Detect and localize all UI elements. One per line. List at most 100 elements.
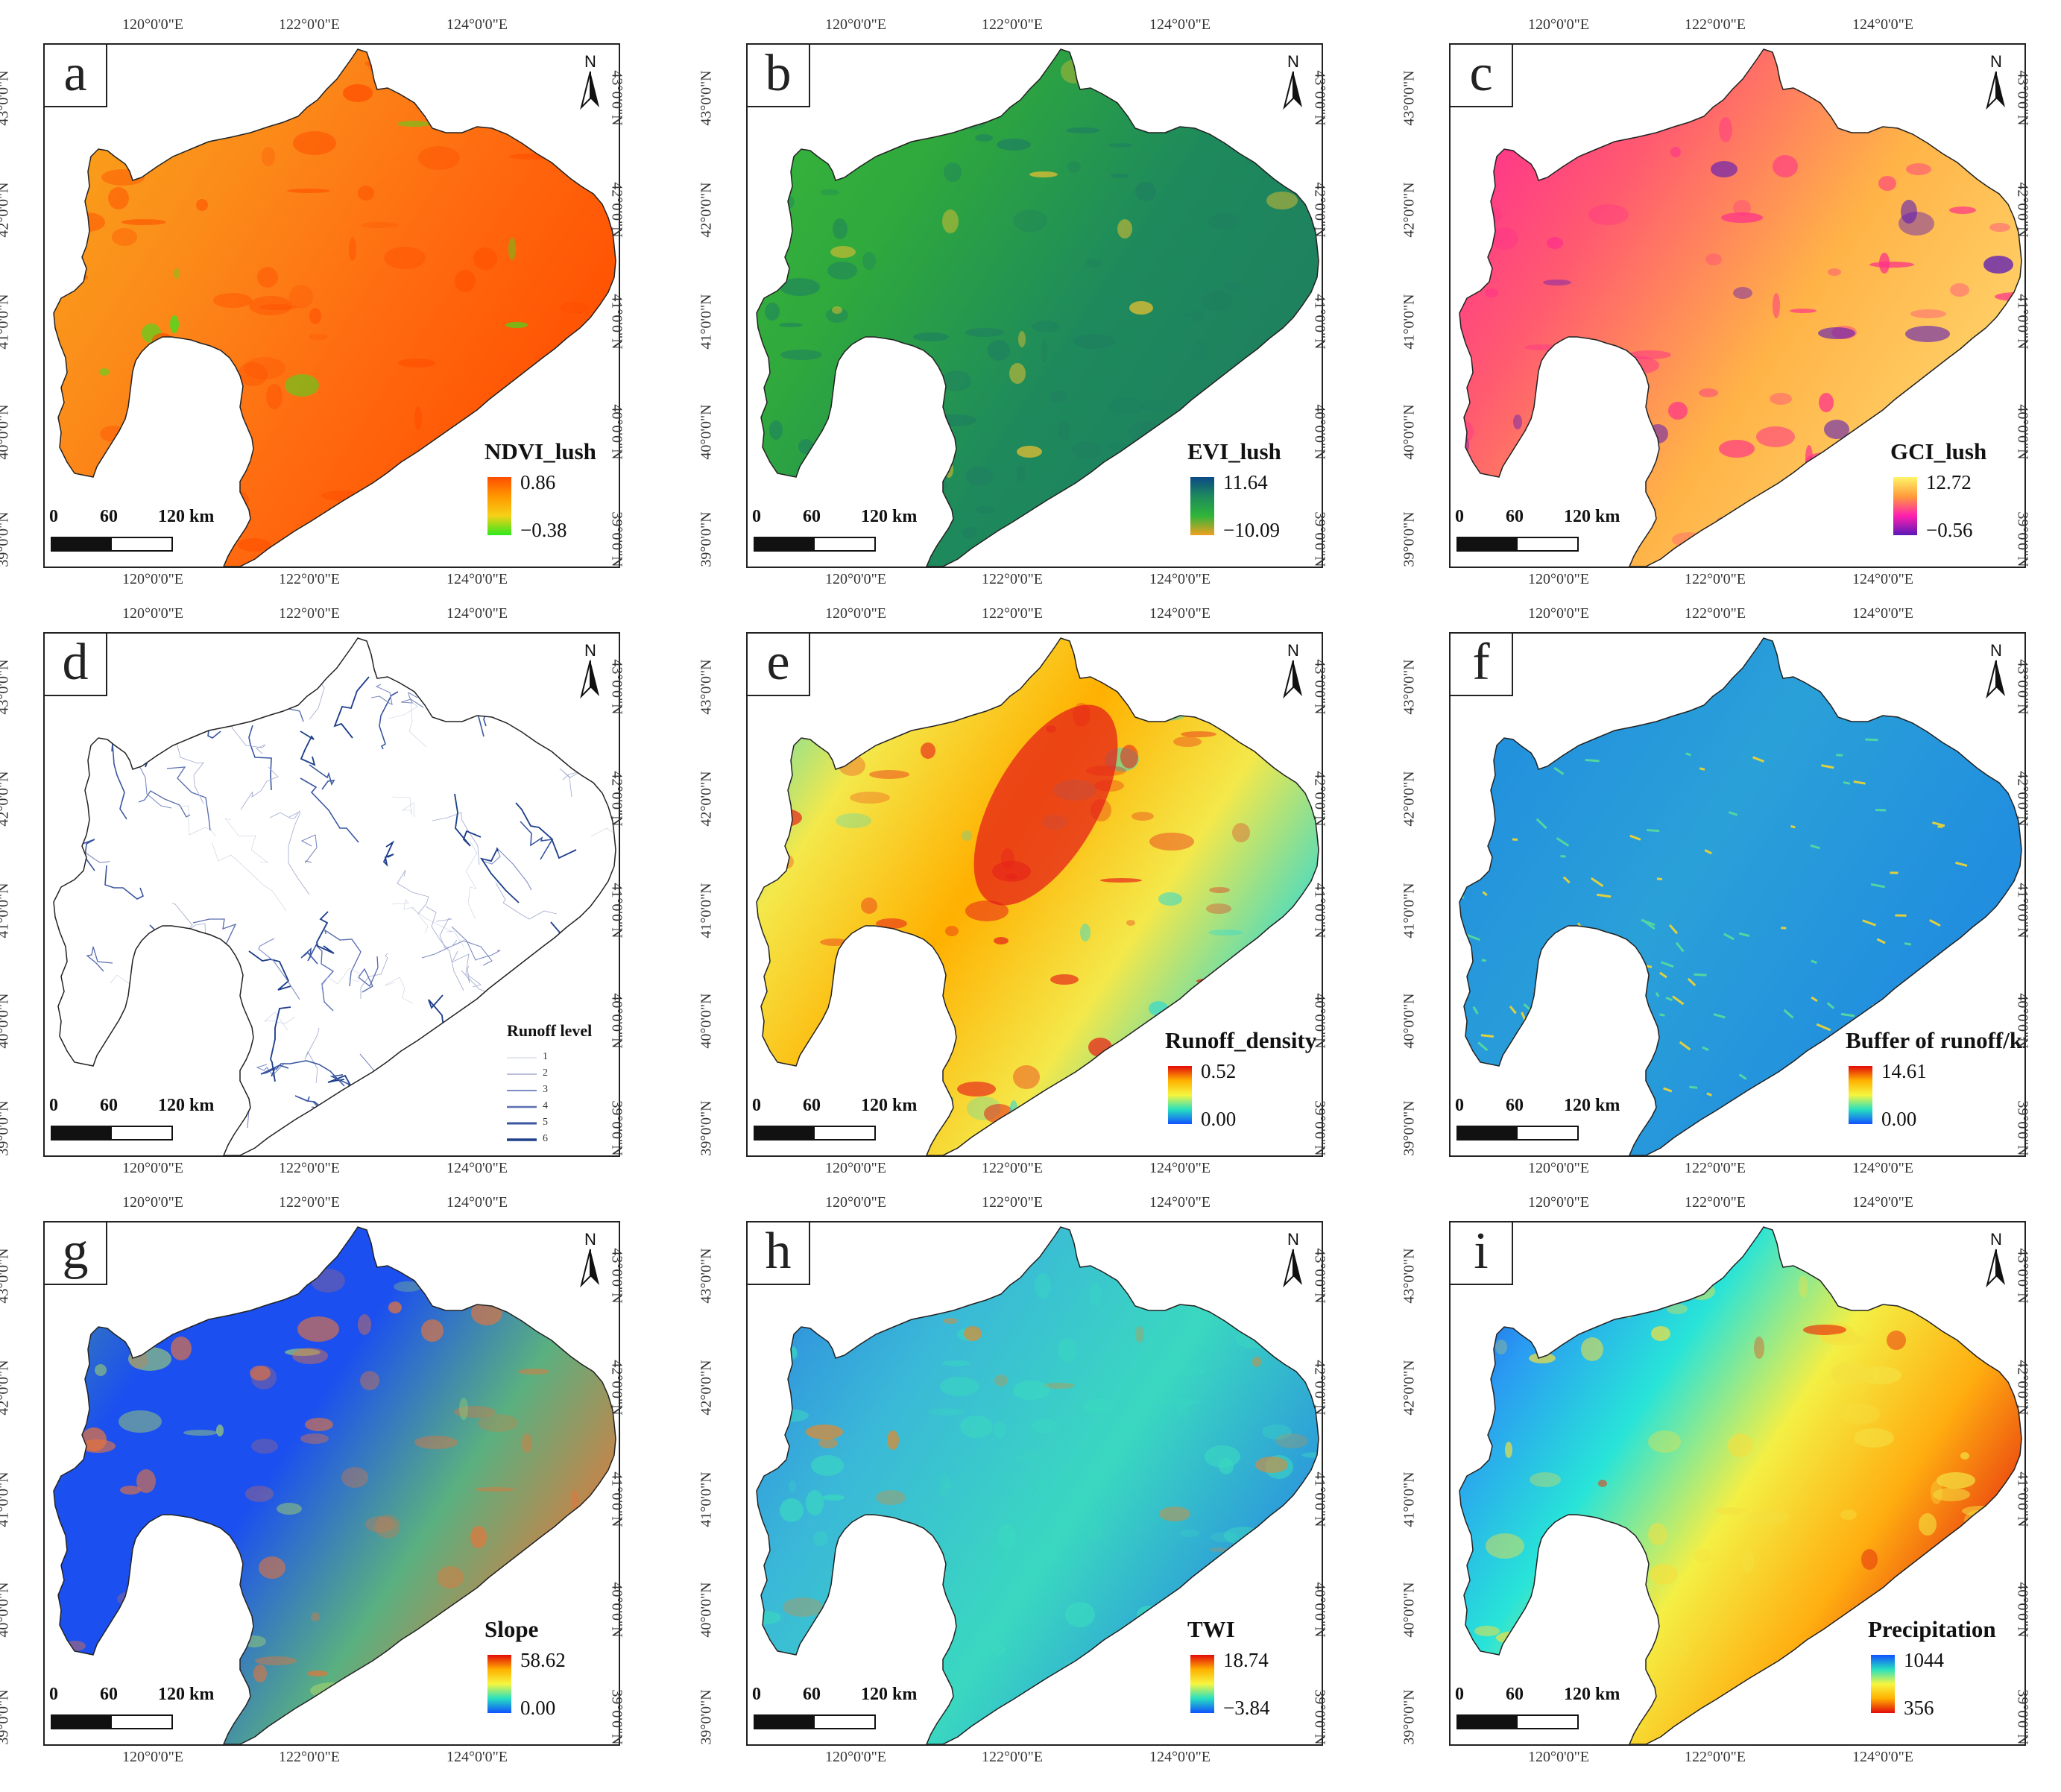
raster-texture bbox=[1085, 662, 1120, 669]
raster-texture bbox=[1834, 1262, 1842, 1278]
raster-texture bbox=[1513, 414, 1522, 429]
lat-tick-right: 40°0'0"N bbox=[1995, 993, 2050, 1048]
river-line bbox=[320, 968, 360, 990]
svg-text:N: N bbox=[584, 641, 596, 660]
lat-tick-label: 42°0'0"N bbox=[1401, 1360, 1418, 1416]
raster-texture bbox=[191, 1233, 233, 1245]
scale-label-end: 120 km bbox=[861, 1096, 918, 1115]
lat-tick-label: 39°0'0"N bbox=[1311, 511, 1328, 567]
raster-texture bbox=[1817, 508, 1843, 514]
lat-tick-left: 40°0'0"N bbox=[679, 1582, 734, 1637]
raster-texture bbox=[1549, 1304, 1562, 1314]
legend-title: NDVI_lush bbox=[485, 438, 596, 464]
map-panel-e: 120°0'0"E 122°0'0"E 124°0'0"E 120°0'0"E … bbox=[698, 589, 1396, 1178]
raster-texture bbox=[480, 1227, 499, 1228]
raster-texture bbox=[138, 139, 178, 148]
river-line bbox=[258, 938, 300, 1000]
raster-texture bbox=[1080, 924, 1091, 941]
raster-texture bbox=[774, 194, 795, 210]
legend: EVI_lush 11.64 −10.09 bbox=[1187, 438, 1322, 565]
lat-tick-label: 41°0'0"N bbox=[2014, 883, 2031, 938]
buffer-texture bbox=[1989, 1081, 2001, 1085]
raster-texture bbox=[1009, 363, 1026, 384]
raster-texture bbox=[418, 146, 460, 170]
river-line bbox=[311, 1101, 349, 1123]
raster-texture bbox=[117, 1591, 151, 1607]
lat-tick-label: 42°0'0"N bbox=[698, 1360, 715, 1416]
lat-tick-right: 41°0'0"N bbox=[1292, 1471, 1347, 1527]
raster-texture bbox=[455, 270, 476, 292]
river-line bbox=[148, 941, 178, 992]
river-line bbox=[224, 818, 269, 863]
lon-tick-top: 122°0'0"E bbox=[1685, 1194, 1746, 1211]
lat-tick-label: 39°0'0"N bbox=[2014, 1689, 2031, 1745]
raster-texture bbox=[1818, 327, 1855, 339]
scale-bar: 0 60 120 km bbox=[752, 1096, 917, 1148]
lat-tick-label: 43°0'0"N bbox=[608, 659, 625, 715]
raster-texture bbox=[247, 60, 259, 66]
raster-texture bbox=[1533, 1291, 1571, 1310]
buffer-texture bbox=[1477, 1041, 1489, 1052]
lat-tick-label: 41°0'0"N bbox=[1401, 1471, 1418, 1527]
buffer-texture bbox=[1523, 1003, 1532, 1012]
province-map bbox=[53, 1226, 616, 1744]
scale-label-zero: 0 bbox=[1455, 1685, 1464, 1704]
lat-tick-right: 39°0'0"N bbox=[589, 511, 644, 567]
raster-texture bbox=[522, 1238, 540, 1255]
raster-texture bbox=[826, 308, 848, 323]
raster-texture bbox=[1831, 1363, 1868, 1385]
raster-texture bbox=[1192, 341, 1208, 364]
raster-texture bbox=[1128, 421, 1161, 442]
scale-bar: 0 60 120 km bbox=[49, 1685, 214, 1737]
legend-min-value: 356 bbox=[1904, 1697, 1934, 1719]
lat-tick-label: 41°0'0"N bbox=[0, 883, 12, 938]
lat-tick-right: 41°0'0"N bbox=[1292, 883, 1347, 938]
raster-texture bbox=[1824, 420, 1849, 439]
raster-texture bbox=[1029, 171, 1058, 177]
raster-texture bbox=[1081, 482, 1105, 488]
raster-texture bbox=[311, 1269, 345, 1293]
river-line bbox=[220, 1052, 238, 1100]
raster-texture bbox=[997, 139, 1031, 151]
lat-tick-left: 39°0'0"N bbox=[1382, 1100, 1437, 1155]
raster-texture bbox=[1803, 1325, 1846, 1335]
map-frame: d N Runoff level 1 2 3 4 5 6 0 60 120 km bbox=[43, 632, 620, 1157]
legend: TWI 18.74 −3.84 bbox=[1187, 1616, 1322, 1743]
panel-letter: a bbox=[45, 45, 107, 107]
raster-texture bbox=[95, 1364, 107, 1376]
lat-tick-label: 41°0'0"N bbox=[608, 883, 625, 938]
river-line bbox=[425, 1130, 455, 1155]
raster-texture bbox=[1158, 1398, 1200, 1406]
scale-label-zero: 0 bbox=[752, 507, 761, 526]
buffer-texture bbox=[1875, 1009, 1890, 1015]
lat-tick-label: 42°0'0"N bbox=[698, 771, 715, 827]
lat-tick-label: 40°0'0"N bbox=[608, 993, 625, 1049]
raster-texture bbox=[938, 1473, 950, 1497]
raster-texture bbox=[1869, 262, 1914, 268]
raster-texture bbox=[475, 1487, 515, 1492]
river-line bbox=[264, 1012, 296, 1031]
river-line bbox=[590, 827, 616, 880]
buffer-texture bbox=[1659, 971, 1667, 979]
buffer-texture bbox=[1590, 1152, 1598, 1155]
lat-tick-left: 41°0'0"N bbox=[679, 294, 734, 349]
raster-texture bbox=[1153, 474, 1170, 493]
buffer-texture bbox=[1811, 959, 1817, 965]
raster-texture bbox=[1178, 1591, 1197, 1606]
raster-texture bbox=[1571, 1549, 1583, 1561]
lat-tick-left: 40°0'0"N bbox=[0, 404, 31, 459]
lat-tick-label: 42°0'0"N bbox=[2014, 1360, 2031, 1416]
river-line bbox=[171, 649, 198, 677]
raster-texture bbox=[941, 57, 979, 78]
river-line bbox=[391, 899, 429, 934]
lat-tick-label: 40°0'0"N bbox=[2014, 1582, 2031, 1638]
province-outline bbox=[1459, 637, 2022, 1155]
buffer-texture bbox=[1983, 766, 1989, 770]
river-line bbox=[425, 906, 464, 991]
lat-tick-right: 43°0'0"N bbox=[589, 659, 644, 714]
raster-texture bbox=[909, 353, 929, 363]
raster-texture bbox=[1123, 1083, 1165, 1107]
raster-texture bbox=[976, 506, 995, 514]
runoff-level-legend: Runoff level 1 2 3 4 5 6 bbox=[507, 1021, 619, 1155]
raster-texture bbox=[364, 60, 384, 66]
